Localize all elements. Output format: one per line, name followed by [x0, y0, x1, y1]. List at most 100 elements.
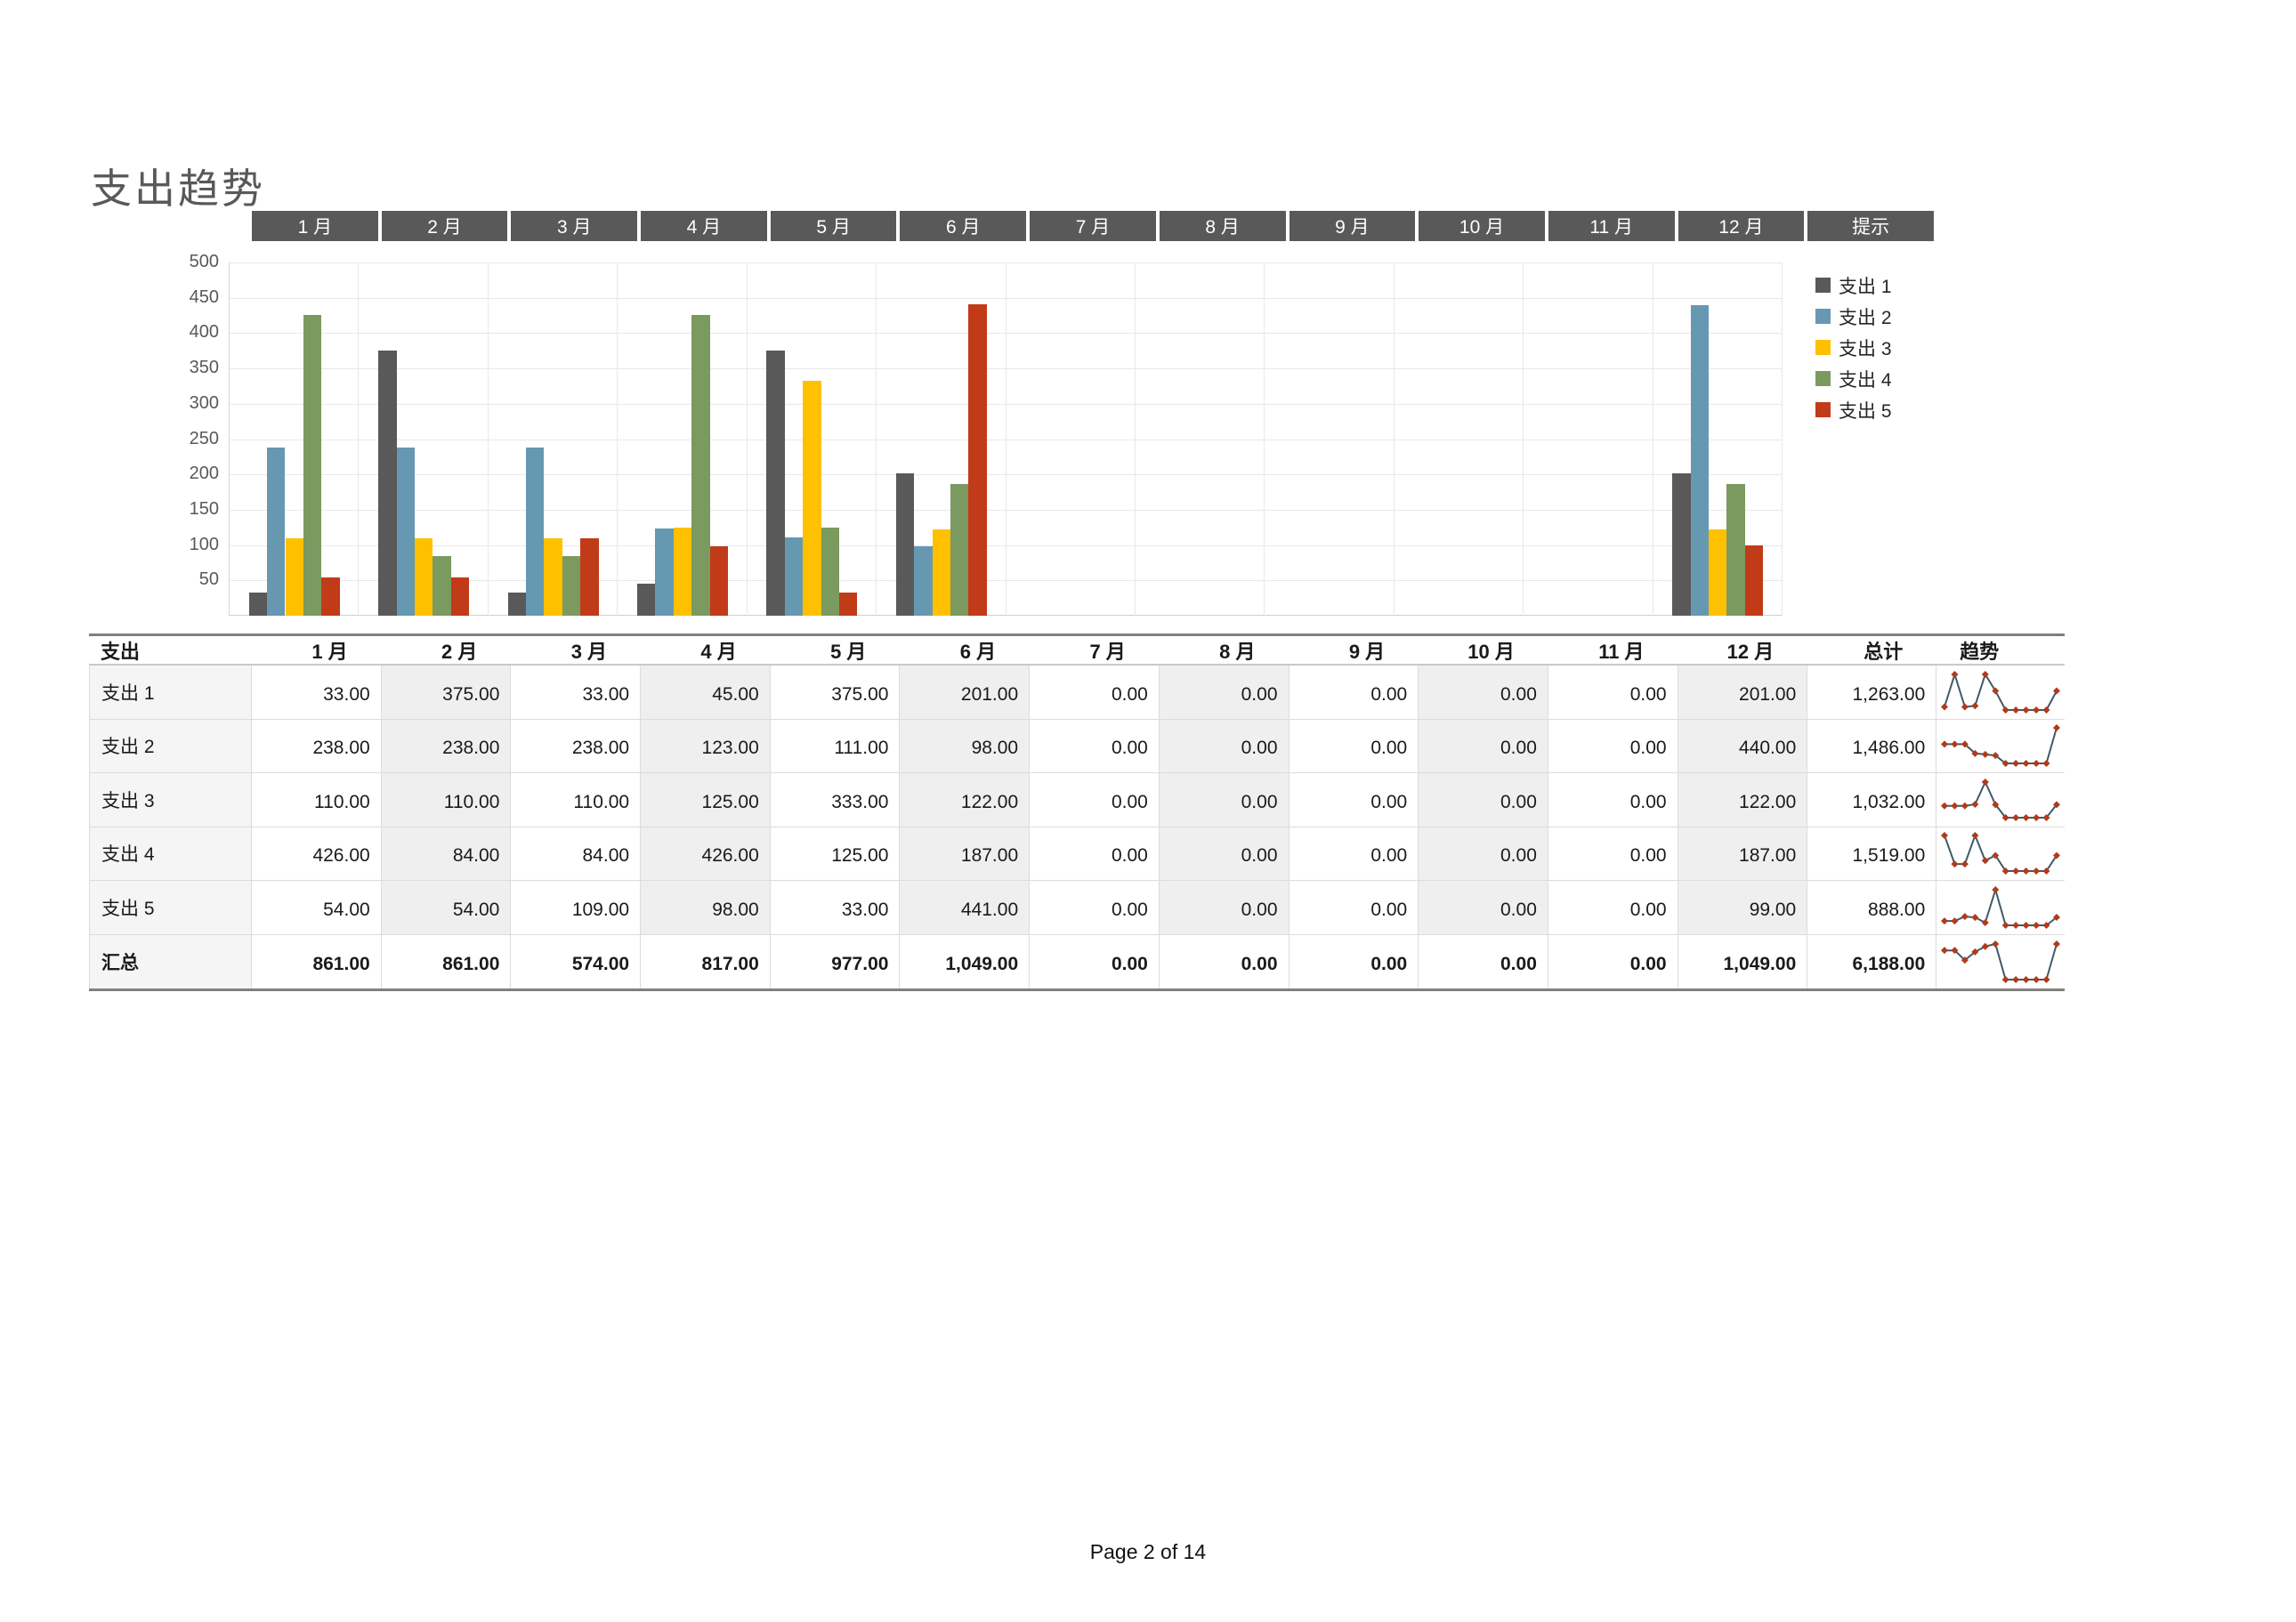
value-cell-r6-m8[interactable]: 0.00 [1160, 934, 1289, 989]
value-cell-r4-m11[interactable]: 0.00 [1548, 827, 1678, 881]
value-cell-r4-m6[interactable]: 187.00 [900, 827, 1031, 881]
row-label-支出 4[interactable]: 支出 4 [89, 827, 252, 881]
row-label-支出 1[interactable]: 支出 1 [89, 666, 252, 720]
value-cell-r4-m8[interactable]: 0.00 [1159, 827, 1289, 881]
trend-cell-r4[interactable] [1936, 827, 2066, 881]
value-cell-r5-m5[interactable]: 33.00 [770, 881, 901, 935]
value-cell-r1-m2[interactable]: 375.00 [381, 666, 512, 720]
month-tab-5[interactable]: 5 月 [770, 211, 897, 241]
value-cell-r1-m12[interactable]: 201.00 [1678, 666, 1808, 720]
total-cell-r1[interactable]: 1,263.00 [1807, 666, 1937, 720]
total-cell-r3[interactable]: 1,032.00 [1807, 773, 1937, 827]
value-cell-r4-m1[interactable]: 426.00 [252, 827, 382, 881]
value-cell-r5-m8[interactable]: 0.00 [1159, 881, 1289, 935]
total-cell-r6[interactable]: 6,188.00 [1807, 934, 1937, 989]
value-cell-r2-m10[interactable]: 0.00 [1419, 719, 1548, 773]
row-label-支出 2[interactable]: 支出 2 [89, 719, 252, 773]
month-tab-7[interactable]: 7 月 [1030, 211, 1156, 241]
value-cell-r6-m12[interactable]: 1,049.00 [1678, 934, 1808, 989]
value-cell-r3-m4[interactable]: 125.00 [641, 773, 771, 827]
value-cell-r6-m2[interactable]: 861.00 [382, 934, 512, 989]
value-cell-r6-m5[interactable]: 977.00 [771, 934, 901, 989]
total-cell-r5[interactable]: 888.00 [1807, 881, 1937, 935]
month-tab-12[interactable]: 12 月 [1678, 211, 1805, 241]
value-cell-r1-m3[interactable]: 33.00 [511, 666, 642, 720]
value-cell-r6-m6[interactable]: 1,049.00 [900, 934, 1031, 989]
value-cell-r3-m5[interactable]: 333.00 [770, 773, 901, 827]
value-cell-r2-m1[interactable]: 238.00 [252, 719, 382, 773]
month-tab-8[interactable]: 8 月 [1159, 211, 1286, 241]
row-label-支出 3[interactable]: 支出 3 [89, 773, 252, 827]
value-cell-r6-m3[interactable]: 574.00 [511, 934, 642, 989]
value-cell-r5-m9[interactable]: 0.00 [1289, 881, 1419, 935]
month-tab-1[interactable]: 1 月 [252, 211, 378, 241]
value-cell-r2-m6[interactable]: 98.00 [900, 719, 1031, 773]
value-cell-r6-m11[interactable]: 0.00 [1548, 934, 1678, 989]
value-cell-r6-m4[interactable]: 817.00 [641, 934, 771, 989]
value-cell-r1-m1[interactable]: 33.00 [252, 666, 382, 720]
value-cell-r2-m11[interactable]: 0.00 [1548, 719, 1678, 773]
month-tab-3[interactable]: 3 月 [511, 211, 638, 241]
value-cell-r1-m11[interactable]: 0.00 [1548, 666, 1678, 720]
value-cell-r3-m6[interactable]: 122.00 [900, 773, 1031, 827]
value-cell-r3-m9[interactable]: 0.00 [1289, 773, 1419, 827]
value-cell-r4-m7[interactable]: 0.00 [1030, 827, 1160, 881]
value-cell-r1-m10[interactable]: 0.00 [1419, 666, 1548, 720]
value-cell-r2-m7[interactable]: 0.00 [1030, 719, 1160, 773]
month-tab-6[interactable]: 6 月 [900, 211, 1027, 241]
value-cell-r4-m4[interactable]: 426.00 [641, 827, 771, 881]
value-cell-r4-m3[interactable]: 84.00 [511, 827, 642, 881]
value-cell-r5-m3[interactable]: 109.00 [511, 881, 642, 935]
value-cell-r5-m10[interactable]: 0.00 [1419, 881, 1548, 935]
value-cell-r3-m2[interactable]: 110.00 [381, 773, 512, 827]
value-cell-r5-m6[interactable]: 441.00 [900, 881, 1031, 935]
value-cell-r3-m12[interactable]: 122.00 [1678, 773, 1808, 827]
value-cell-r2-m3[interactable]: 238.00 [511, 719, 642, 773]
value-cell-r4-m10[interactable]: 0.00 [1419, 827, 1548, 881]
value-cell-r6-m7[interactable]: 0.00 [1030, 934, 1160, 989]
value-cell-r5-m12[interactable]: 99.00 [1678, 881, 1808, 935]
month-tab-9[interactable]: 9 月 [1289, 211, 1416, 241]
row-label-支出 5[interactable]: 支出 5 [89, 881, 252, 935]
value-cell-r2-m5[interactable]: 111.00 [770, 719, 901, 773]
value-cell-r3-m7[interactable]: 0.00 [1030, 773, 1160, 827]
value-cell-r5-m7[interactable]: 0.00 [1030, 881, 1160, 935]
value-cell-r1-m9[interactable]: 0.00 [1289, 666, 1419, 720]
value-cell-r2-m8[interactable]: 0.00 [1159, 719, 1289, 773]
value-cell-r1-m8[interactable]: 0.00 [1159, 666, 1289, 720]
value-cell-r1-m6[interactable]: 201.00 [900, 666, 1031, 720]
trend-cell-r6[interactable] [1936, 935, 2065, 989]
tab-hint[interactable]: 提示 [1807, 211, 1934, 241]
total-cell-r4[interactable]: 1,519.00 [1807, 827, 1937, 881]
value-cell-r6-m10[interactable]: 0.00 [1419, 934, 1548, 989]
trend-cell-r3[interactable] [1936, 773, 2066, 827]
value-cell-r5-m11[interactable]: 0.00 [1548, 881, 1678, 935]
month-tab-4[interactable]: 4 月 [641, 211, 767, 241]
trend-cell-r5[interactable] [1936, 881, 2066, 935]
value-cell-r2-m2[interactable]: 238.00 [381, 719, 512, 773]
month-tab-11[interactable]: 11 月 [1548, 211, 1675, 241]
value-cell-r4-m5[interactable]: 125.00 [770, 827, 901, 881]
month-tab-2[interactable]: 2 月 [381, 211, 508, 241]
value-cell-r6-m9[interactable]: 0.00 [1289, 934, 1419, 989]
value-cell-r2-m9[interactable]: 0.00 [1289, 719, 1419, 773]
value-cell-r3-m3[interactable]: 110.00 [511, 773, 642, 827]
value-cell-r1-m7[interactable]: 0.00 [1030, 666, 1160, 720]
trend-cell-r1[interactable] [1936, 666, 2066, 720]
value-cell-r4-m2[interactable]: 84.00 [381, 827, 512, 881]
value-cell-r1-m4[interactable]: 45.00 [641, 666, 771, 720]
row-label-汇总[interactable]: 汇总 [89, 934, 252, 989]
value-cell-r5-m1[interactable]: 54.00 [252, 881, 382, 935]
value-cell-r3-m10[interactable]: 0.00 [1419, 773, 1548, 827]
value-cell-r2-m4[interactable]: 123.00 [641, 719, 771, 773]
value-cell-r3-m1[interactable]: 110.00 [252, 773, 382, 827]
value-cell-r1-m5[interactable]: 375.00 [770, 666, 901, 720]
value-cell-r4-m9[interactable]: 0.00 [1289, 827, 1419, 881]
value-cell-r4-m12[interactable]: 187.00 [1678, 827, 1808, 881]
value-cell-r2-m12[interactable]: 440.00 [1678, 719, 1808, 773]
value-cell-r5-m4[interactable]: 98.00 [641, 881, 771, 935]
value-cell-r3-m8[interactable]: 0.00 [1159, 773, 1289, 827]
value-cell-r6-m1[interactable]: 861.00 [252, 934, 382, 989]
month-tab-10[interactable]: 10 月 [1419, 211, 1545, 241]
total-cell-r2[interactable]: 1,486.00 [1807, 719, 1937, 773]
